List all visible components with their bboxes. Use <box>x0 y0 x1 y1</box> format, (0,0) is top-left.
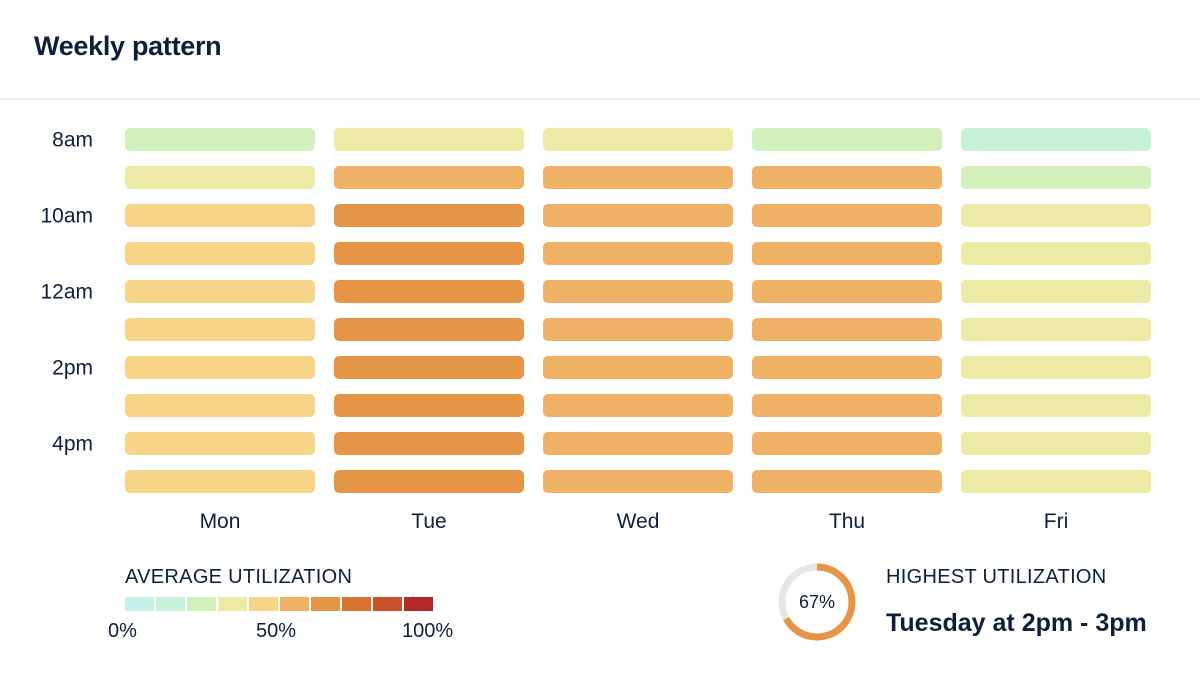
legend-swatch <box>373 597 402 611</box>
heatmap-cell-wed-5pm <box>543 470 733 493</box>
legend-swatch <box>156 597 185 611</box>
legend-title: AVERAGE UTILIZATION <box>125 566 353 588</box>
legend-swatch <box>342 597 371 611</box>
heatmap-cell-tue-8am <box>334 128 524 151</box>
legend-swatch <box>187 597 216 611</box>
heatmap-cell-thu-12am <box>752 280 942 303</box>
heatmap-cell-fri-9am <box>961 166 1151 189</box>
heatmap-cell-wed-10am <box>543 204 733 227</box>
heatmap-cell-tue-3pm <box>334 394 524 417</box>
heatmap-cell-tue-11am <box>334 242 524 265</box>
heatmap-cell-thu-11am <box>752 242 942 265</box>
heatmap-cell-tue-1pm <box>334 318 524 341</box>
heatmap-cell-tue-4pm <box>334 432 524 455</box>
heatmap-cell-wed-8am <box>543 128 733 151</box>
x-tick-label-tue: Tue <box>411 510 446 533</box>
heatmap-cell-mon-11am <box>125 242 315 265</box>
legend-swatch <box>280 597 309 611</box>
heatmap-cell-wed-4pm <box>543 432 733 455</box>
page-title: Weekly pattern <box>34 31 222 61</box>
legend-tick-max: 100% <box>402 620 454 642</box>
x-tick-label-thu: Thu <box>829 510 865 533</box>
heatmap-cell-mon-2pm <box>125 356 315 379</box>
legend-tick-min: 0% <box>108 620 137 642</box>
heatmap-cell-wed-11am <box>543 242 733 265</box>
heatmap-cell-fri-5pm <box>961 470 1151 493</box>
heatmap-chart: 8am 10am 12am 2pm 4pm Mon Tue Wed Thu Fri <box>40 128 1151 533</box>
gauge-arc <box>778 563 856 641</box>
heatmap-cell-tue-12am <box>334 280 524 303</box>
heatmap-cell-fri-2pm <box>961 356 1151 379</box>
heatmap-cell-mon-9am <box>125 166 315 189</box>
heatmap-cell-fri-1pm <box>961 318 1151 341</box>
y-tick-label: 4pm <box>52 433 93 456</box>
heatmap-cell-wed-9am <box>543 166 733 189</box>
header-divider <box>0 98 1200 100</box>
heatmap-cell-mon-12am <box>125 280 315 303</box>
heatmap-cell-fri-8am <box>961 128 1151 151</box>
y-tick-label: 2pm <box>52 357 93 380</box>
heatmap-cell-wed-12am <box>543 280 733 303</box>
heatmap-cell-wed-3pm <box>543 394 733 417</box>
heatmap-cell-fri-10am <box>961 204 1151 227</box>
heatmap-cell-thu-8am <box>752 128 942 151</box>
heatmap-cell-thu-9am <box>752 166 942 189</box>
legend-swatch <box>125 597 154 611</box>
x-tick-label-fri: Fri <box>1044 510 1069 533</box>
heatmap-cell-thu-5pm <box>752 470 942 493</box>
heatmap-cell-fri-11am <box>961 242 1151 265</box>
utilization-gauge: 67% <box>778 563 856 641</box>
heatmap-cell-wed-2pm <box>543 356 733 379</box>
x-tick-label-wed: Wed <box>617 510 660 533</box>
legend-swatch <box>249 597 278 611</box>
y-tick-label: 12am <box>40 281 93 304</box>
heatmap-cell-thu-1pm <box>752 318 942 341</box>
heatmap-cell-fri-4pm <box>961 432 1151 455</box>
heatmap-cell-fri-12am <box>961 280 1151 303</box>
heatmap-cell-mon-1pm <box>125 318 315 341</box>
heatmap-cell-mon-10am <box>125 204 315 227</box>
legend-swatch <box>404 597 433 611</box>
heatmap-cell-fri-3pm <box>961 394 1151 417</box>
legend-swatch <box>218 597 247 611</box>
heatmap-cell-tue-9am <box>334 166 524 189</box>
heatmap-cell-mon-8am <box>125 128 315 151</box>
highest-utilization-title: HIGHEST UTILIZATION <box>886 566 1107 588</box>
legend-swatch <box>311 597 340 611</box>
heatmap-cell-thu-4pm <box>752 432 942 455</box>
legend-tick-mid: 50% <box>256 620 297 642</box>
highest-utilization-value: Tuesday at 2pm - 3pm <box>886 609 1147 637</box>
legend-color-scale <box>125 597 433 611</box>
heatmap-cell-mon-3pm <box>125 394 315 417</box>
heatmap-cell-thu-10am <box>752 204 942 227</box>
heatmap-cell-tue-5pm <box>334 470 524 493</box>
heatmap-cell-thu-2pm <box>752 356 942 379</box>
heatmap-cell-thu-3pm <box>752 394 942 417</box>
heatmap-cell-mon-4pm <box>125 432 315 455</box>
x-tick-label-mon: Mon <box>200 510 241 533</box>
heatmap-cell-tue-2pm <box>334 356 524 379</box>
heatmap-cell-wed-1pm <box>543 318 733 341</box>
heatmap-cell-tue-10am <box>334 204 524 227</box>
heatmap-cell-mon-5pm <box>125 470 315 493</box>
gauge-percent-label: 67% <box>799 592 835 612</box>
y-tick-label: 8am <box>52 129 93 152</box>
y-tick-label: 10am <box>40 205 93 228</box>
